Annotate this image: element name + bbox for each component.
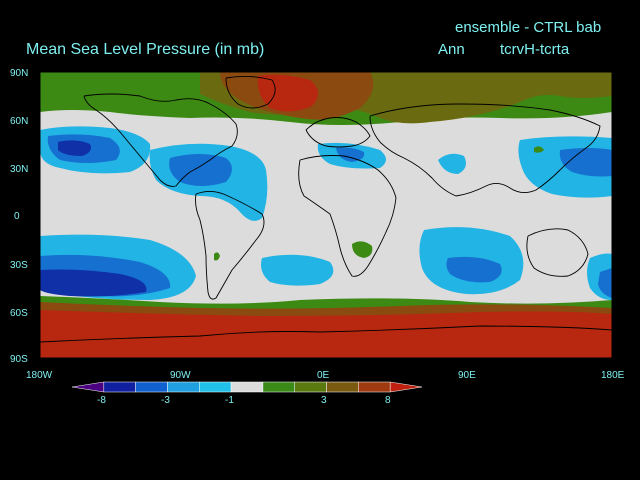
experiment-label: tcrvH-tcrta (500, 41, 570, 58)
coast-australia (526, 228, 589, 277)
field-spacific-dark (40, 269, 147, 297)
colorbar-labels: -8 -3 -1 3 8 (97, 395, 391, 406)
map-title: Mean Sea Level Pressure (in mb) (26, 41, 265, 58)
field-asia-green (534, 146, 544, 153)
period-label: Ann (438, 41, 465, 58)
ensemble-label: ensemble - CTRL bab (455, 19, 602, 36)
lat-label-0: 0 (14, 211, 20, 222)
coast-europe (305, 117, 371, 148)
cbar-label-3: 3 (321, 395, 327, 406)
pressure-field (40, 72, 612, 358)
colorbar-swatch (358, 381, 391, 393)
colorbar (71, 381, 423, 393)
lon-label-0e: 0E (317, 370, 330, 381)
field-arctic-red (257, 74, 319, 112)
map-frame (39, 71, 613, 359)
colorbar-swatch (71, 381, 105, 393)
lon-axis: 180W 90W 0E 90E 180E (26, 370, 625, 381)
field-tasman-mid (598, 268, 612, 298)
coast-antarctica (40, 325, 612, 343)
colorbar-swatch (294, 381, 327, 393)
colorbar-swatch (326, 381, 359, 393)
field-samerica-green (214, 252, 220, 261)
field-asia-light (438, 153, 466, 174)
colorbar-swatch (389, 381, 423, 393)
lat-label-60n: 60N (10, 116, 28, 127)
field-indian-mid (446, 256, 502, 283)
coast-north-america (83, 93, 238, 187)
field-npacific-dark (58, 140, 91, 156)
coast-asia (369, 103, 601, 197)
field-westpac-mid (559, 148, 612, 177)
cbar-label-m8: -8 (97, 395, 106, 406)
field-atlantic-mid (169, 154, 232, 186)
lon-label-90w: 90W (170, 370, 191, 381)
cbar-label-m3: -3 (161, 395, 170, 406)
colorbar-swatch (230, 381, 264, 393)
lat-label-30s: 30S (10, 260, 28, 271)
lat-axis: 90N 60N 30N 0 30S 60S 90S (10, 68, 28, 365)
cbar-label-8: 8 (385, 395, 391, 406)
coastlines (40, 75, 612, 343)
field-satlantic-light (261, 254, 334, 286)
coast-greenland (225, 75, 276, 109)
field-africa-green (352, 241, 373, 258)
colorbar-swatch (167, 381, 200, 393)
lon-label-180e: 180E (601, 370, 625, 381)
colorbar-swatch (262, 381, 295, 393)
colorbar-swatch (103, 381, 136, 393)
lat-label-60s: 60S (10, 308, 28, 319)
lon-label-90e: 90E (458, 370, 476, 381)
lat-label-90s: 90S (10, 354, 28, 365)
colorbar-swatch (135, 381, 168, 393)
field-med-mid (336, 147, 365, 162)
coast-africa (298, 155, 397, 277)
coast-south-america (195, 191, 265, 300)
lat-label-30n: 30N (10, 164, 28, 175)
lat-label-90n: 90N (10, 68, 28, 79)
field-southern-red (40, 310, 612, 358)
colorbar-swatch (199, 381, 232, 393)
lon-label-180w: 180W (26, 370, 53, 381)
cbar-label-m1: -1 (225, 395, 234, 406)
